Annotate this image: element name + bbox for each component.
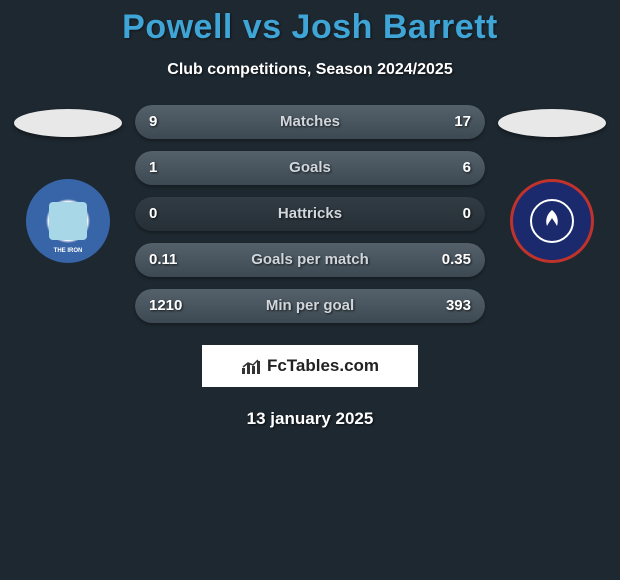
right-club-badge	[510, 179, 594, 263]
right-player-placeholder	[498, 109, 606, 137]
stat-value-right: 0.35	[442, 243, 471, 277]
date-label: 13 january 2025	[0, 409, 620, 429]
comparison-card: Powell vs Josh Barrett Club competitions…	[0, 0, 620, 429]
stat-bar: 0.11Goals per match0.35	[135, 243, 485, 277]
stat-value-right: 6	[463, 151, 471, 185]
brand-label: FcTables.com	[267, 356, 379, 376]
stat-bar: 1Goals6	[135, 151, 485, 185]
stat-bar: 1210Min per goal393	[135, 289, 485, 323]
stat-label: Matches	[135, 105, 485, 139]
stat-label: Hattricks	[135, 197, 485, 231]
left-badge-text: THE IRON	[29, 248, 107, 254]
subtitle: Club competitions, Season 2024/2025	[0, 61, 620, 79]
left-player-placeholder	[14, 109, 122, 137]
right-badge-inner	[530, 199, 574, 243]
left-badge-inner	[49, 202, 87, 240]
stat-value-right: 393	[446, 289, 471, 323]
stats-column: 9Matches17 1Goals6 0Hattricks0 0.11Goals pe…	[135, 105, 485, 323]
stat-label: Min per goal	[135, 289, 485, 323]
left-player-col: THE IRON	[13, 105, 123, 263]
page-title: Powell vs Josh Barrett	[0, 8, 620, 47]
stat-bar: 0Hattricks0	[135, 197, 485, 231]
stat-value-right: 0	[463, 197, 471, 231]
main-row: THE IRON 9Matches17 1Goals6 0Hattricks0 0.1…	[0, 105, 620, 323]
right-player-col	[497, 105, 607, 263]
phoenix-icon	[537, 206, 567, 236]
stat-bar: 9Matches17	[135, 105, 485, 139]
chart-icon	[241, 358, 263, 374]
left-club-badge: THE IRON	[26, 179, 110, 263]
stat-label: Goals per match	[135, 243, 485, 277]
stat-value-right: 17	[454, 105, 471, 139]
stat-label: Goals	[135, 151, 485, 185]
brand-logo[interactable]: FcTables.com	[202, 345, 418, 387]
